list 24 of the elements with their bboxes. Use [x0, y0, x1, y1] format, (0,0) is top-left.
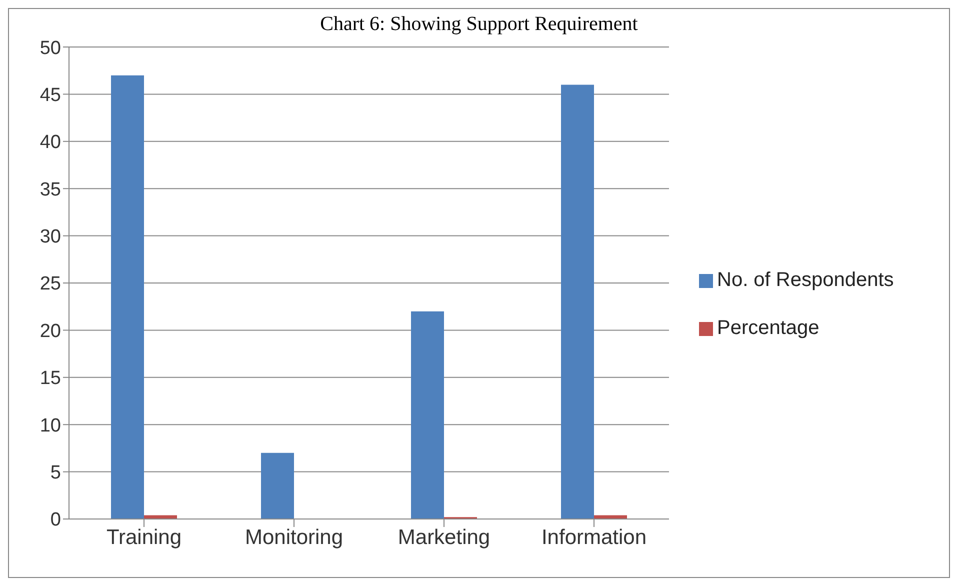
- bar: [144, 515, 177, 519]
- y-tick-label: 40: [40, 132, 61, 154]
- legend-label: Percentage: [717, 317, 820, 339]
- bar: [561, 84, 594, 519]
- y-tick-label: 5: [50, 462, 61, 484]
- y-tick-label: 20: [40, 320, 61, 342]
- y-tick-label: 35: [40, 179, 61, 200]
- x-tick-label: Monitoring: [244, 526, 344, 549]
- x-tick-label: Marketing: [398, 526, 490, 549]
- y-tick-label: 30: [40, 226, 61, 248]
- y-tick-label: 0: [50, 510, 61, 531]
- y-tick-label: 10: [40, 415, 61, 436]
- y-tick-label: 50: [40, 38, 61, 59]
- chart-title: Chart 6: Showing Support Requirement: [319, 12, 639, 37]
- bar: [411, 311, 444, 519]
- legend-label: No. of Respondents: [717, 269, 894, 291]
- y-tick-label: 45: [40, 84, 61, 106]
- bar: [111, 75, 144, 519]
- x-tick-label: Information: [541, 526, 647, 549]
- y-tick-label: 25: [40, 274, 61, 295]
- bar: [594, 515, 627, 519]
- y-tick-label: 15: [40, 368, 61, 390]
- x-tick-label: Training: [106, 526, 182, 549]
- bar: [261, 452, 294, 519]
